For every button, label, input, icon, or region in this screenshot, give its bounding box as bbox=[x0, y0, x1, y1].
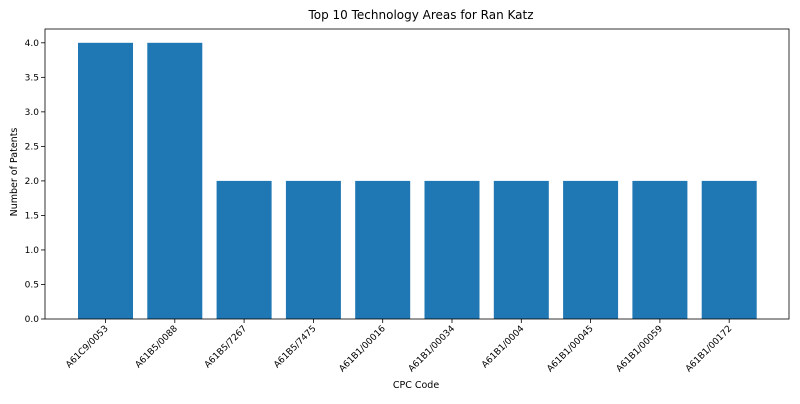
bar-5 bbox=[355, 181, 410, 319]
bar-2 bbox=[147, 43, 202, 319]
y-tick-label-7: 3.0 bbox=[25, 108, 40, 118]
bar-8 bbox=[563, 181, 618, 319]
y-tick-label-9: 4.0 bbox=[25, 39, 40, 49]
y-tick-label-8: 3.5 bbox=[25, 73, 39, 83]
chart-title: Top 10 Technology Areas for Ran Katz bbox=[307, 8, 533, 22]
bar-4 bbox=[286, 181, 341, 319]
y-tick-label-2: 0.5 bbox=[25, 280, 39, 290]
y-tick-label-3: 1.0 bbox=[25, 246, 40, 256]
x-axis-label: CPC Code bbox=[393, 380, 439, 391]
y-tick-label-1: 0.0 bbox=[25, 315, 40, 325]
bar-7 bbox=[494, 181, 549, 319]
y-tick-label-6: 2.5 bbox=[25, 142, 39, 152]
bar-3 bbox=[217, 181, 272, 319]
bar-1 bbox=[78, 43, 133, 319]
y-axis-label: Number of Patents bbox=[9, 128, 20, 217]
bar-10 bbox=[702, 181, 757, 319]
y-tick-label-5: 2.0 bbox=[25, 177, 40, 187]
bar-6 bbox=[425, 181, 480, 319]
bar-9 bbox=[632, 181, 687, 319]
y-tick-label-4: 1.5 bbox=[25, 211, 39, 221]
